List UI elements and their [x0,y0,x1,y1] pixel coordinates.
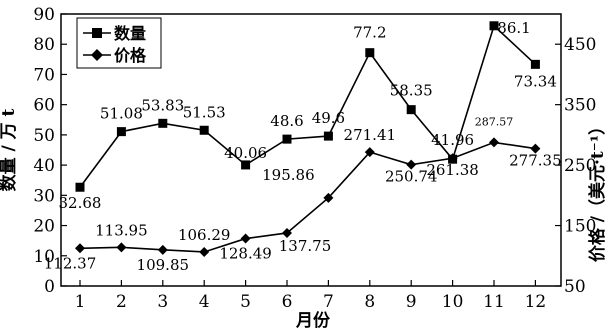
quantity-data-label: 73.34 [514,72,557,90]
quantity-data-label: 48.6 [270,112,303,130]
left-tick-label: 60 [33,96,55,116]
price-data-label: 287.57 [475,115,514,128]
quantity-data-label: 86.1 [497,19,530,37]
quantity-data-label: 51.08 [100,105,143,123]
price-data-label: 137.75 [279,237,332,255]
price-point [116,242,126,252]
quantity-data-label: 58.35 [390,82,433,100]
x-tick-label: 6 [282,292,293,312]
x-tick-label: 3 [157,292,168,312]
left-axis-title: 数量 / 万 t [0,108,19,191]
x-tick-label: 7 [323,292,334,312]
quantity-data-label: 32.68 [59,194,102,212]
quantity-data-label: 53.83 [141,96,184,114]
price-point [489,137,499,147]
price-point [75,243,85,253]
quantity-point [76,183,85,192]
quantity-data-label: 77.2 [353,24,386,42]
price-point [241,234,251,244]
right-tick-label: 450 [564,35,596,55]
x-tick-label: 11 [483,292,505,312]
quantity-point [531,60,540,69]
left-tick-label: 0 [44,277,55,297]
price-data-label: 112.37 [44,254,97,272]
right-tick-label: 50 [564,277,586,297]
x-tick-label: 5 [240,292,251,312]
price-data-label: 261.38 [426,161,479,179]
quantity-point [365,48,374,57]
series-line-price [80,142,535,252]
left-tick-label: 50 [33,126,55,146]
quantity-point [324,132,333,141]
price-data-label: 195.86 [262,166,315,184]
price-data-label: 106.29 [178,226,231,244]
price-point [199,247,209,257]
legend-label-quantity: 数量 [114,24,146,43]
left-tick-label: 70 [33,65,55,85]
right-tick-label: 350 [564,96,596,116]
x-tick-label: 9 [406,292,417,312]
left-tick-label: 40 [33,156,55,176]
quantity-data-label: 40.06 [224,144,267,162]
price-data-label: 109.85 [137,256,190,274]
x-tick-label: 10 [442,292,464,312]
x-tick-label: 2 [116,292,127,312]
left-tick-label: 20 [33,217,55,237]
right-axis-title: 价格 /（美元·t⁻¹） [587,118,608,262]
left-tick-label: 30 [33,186,55,206]
price-data-label: 113.95 [95,221,148,239]
x-tick-label: 12 [525,292,547,312]
quantity-data-label: 49.6 [312,109,345,127]
left-tick-label: 80 [33,35,55,55]
x-tick-label: 4 [199,292,210,312]
x-tick-label: 8 [364,292,375,312]
quantity-data-label: 51.53 [183,103,226,121]
price-data-label: 271.41 [344,126,397,144]
x-tick-label: 1 [75,292,86,312]
legend-marker-square-icon [92,28,102,38]
quantity-data-label: 41.96 [431,131,474,149]
quantity-point [117,127,126,136]
quantity-point [158,119,167,128]
x-axis-title: 月份 [295,310,331,330]
quantity-point [283,135,292,144]
legend: 数量 价格 [77,18,161,68]
quantity-point [200,126,209,135]
price-data-label: 277.35 [509,152,562,170]
quantity-point [407,105,416,114]
left-tick-label: 90 [33,5,55,25]
price-point [158,245,168,255]
legend-label-price: 价格 [114,46,147,65]
price-data-label: 128.49 [219,245,272,263]
